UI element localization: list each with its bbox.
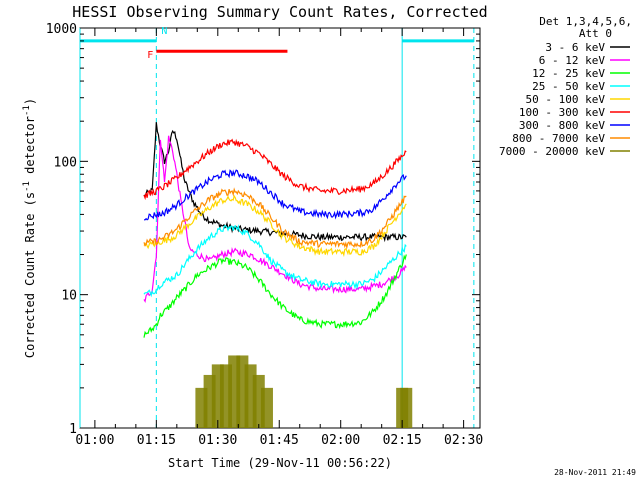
y-axis-label-main: Corrected Count Rate (s (23, 192, 37, 358)
legend-entry-label: 6 - 12 keV (539, 54, 606, 67)
flag-n-label: N (161, 26, 167, 37)
legend-entry-label: 800 - 7000 keV (512, 132, 605, 145)
x-tick-label: 02:15 (383, 433, 422, 448)
x-tick-label: 02:30 (444, 433, 483, 448)
series-3 (143, 224, 407, 298)
y-axis-label-sup2: -1 (22, 105, 32, 116)
series-line (143, 135, 407, 304)
y-tick-label: 1 (69, 422, 77, 437)
y-axis-label-sup: -1 (22, 181, 32, 192)
y-tick-label: 10 (61, 289, 77, 304)
series-5 (143, 138, 407, 201)
series-0 (143, 122, 407, 243)
series-1 (143, 135, 407, 304)
plot-area: FN (79, 26, 481, 429)
x-tick-label: 01:30 (198, 433, 237, 448)
series-bar (260, 387, 273, 428)
legend-entry-label: 7000 - 20000 keV (499, 145, 605, 158)
series-2 (143, 254, 407, 338)
legend-header-attenuator: Att 0 (579, 27, 612, 40)
x-tick-label: 01:15 (137, 433, 176, 448)
x-axis-ticks: 01:00 01:15 01:30 01:45 02:00 02:15 02:30 (75, 28, 483, 448)
series-line (143, 224, 407, 298)
y-axis-label-end: ) (23, 98, 37, 105)
legend-entry-label: 3 - 6 keV (545, 41, 605, 54)
legend-entry-label: 100 - 300 keV (519, 106, 605, 119)
legend-entry-label: 25 - 50 keV (532, 80, 605, 93)
x-axis-label: Start Time (29-Nov-11 00:56:22) (168, 456, 392, 470)
timestamp: 28-Nov-2011 21:49 (554, 468, 636, 477)
y-tick-label: 1000 (46, 22, 77, 37)
series-8 (195, 355, 413, 428)
y-axis-label-mid: detector (23, 116, 37, 181)
y-axis-label: Corrected Count Rate (s-1 detector-1) (22, 98, 37, 358)
legend-entry-label: 12 - 25 keV (532, 67, 605, 80)
series-7 (143, 187, 407, 250)
series-bar (400, 387, 413, 428)
y-tick-label: 100 (54, 155, 77, 170)
legend-header-detectors: Det 1,3,4,5,6, (539, 15, 632, 28)
legend-entry-label: 50 - 100 keV (526, 93, 606, 106)
series-line (143, 138, 407, 201)
flag-f-label: F (147, 50, 153, 61)
series-6 (144, 169, 407, 221)
y-axis-ticks: 1 10 100 1000 (46, 22, 480, 437)
series-line (143, 194, 407, 258)
chart-title: HESSI Observing Summary Count Rates, Cor… (72, 3, 487, 21)
series-line (143, 187, 407, 250)
series-4 (143, 194, 407, 258)
x-tick-label: 01:00 (75, 433, 114, 448)
series-line (143, 254, 407, 338)
x-tick-label: 01:45 (260, 433, 299, 448)
series-line (144, 169, 407, 221)
series-line (143, 122, 407, 243)
x-tick-label: 02:00 (321, 433, 360, 448)
legend-entry-label: 300 - 800 keV (519, 119, 605, 132)
